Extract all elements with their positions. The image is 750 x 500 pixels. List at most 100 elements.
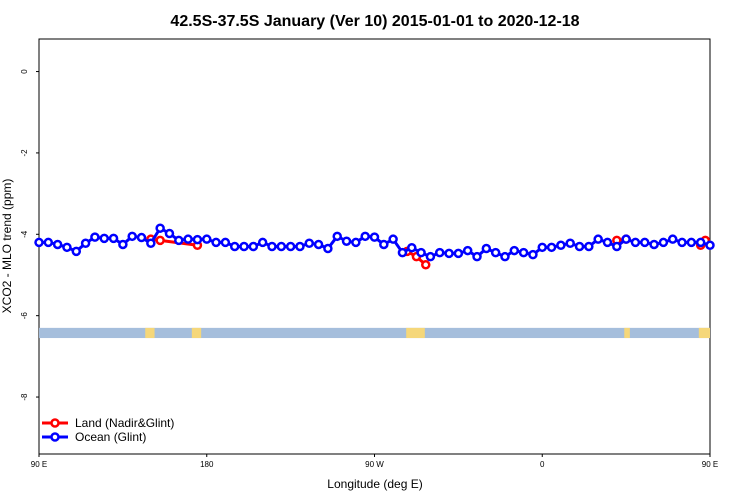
land-point-0-1 [155,235,165,246]
ocean-point-13 [155,223,165,233]
ocean-point-22 [239,241,249,252]
y-tick-label-4: -8 [20,393,29,401]
ocean-point-68 [667,234,678,244]
ocean-point-41 [416,247,426,258]
ocean-point-48 [481,243,492,254]
band-land-4 [698,327,710,339]
ocean-point-69 [677,237,687,248]
ocean-point-70 [686,237,697,248]
ocean-point-55 [546,242,557,253]
ocean-point-20 [220,237,231,248]
ocean-point-45 [453,248,464,259]
chart-title: 42.5S-37.5S January (Ver 10) 2015-01-01 … [170,13,579,30]
ocean-point-40 [407,242,417,253]
band-land-3 [624,327,630,339]
ocean-point-26 [276,241,287,252]
ocean-point-47 [472,251,482,262]
ocean-point-10 [127,231,137,242]
ocean-point-23 [248,241,259,252]
ocean-point-6 [90,232,100,242]
ocean-point-32 [332,231,342,242]
ocean-point-14 [164,228,175,239]
ocean-point-27 [285,241,296,252]
ocean-point-5 [80,238,91,248]
y-tick-label-3: -6 [20,312,29,320]
ocean-point-46 [462,245,473,256]
ocean-point-65 [640,237,650,248]
ocean-point-62 [612,241,622,252]
ocean-point-30 [313,239,324,250]
ocean-point-39 [397,247,408,258]
series-layer [34,223,715,270]
ocean-point-4 [71,246,82,257]
band-ocean [39,327,710,339]
ocean-point-67 [658,237,669,248]
ocean-point-49 [490,247,501,258]
ocean-point-31 [323,243,333,254]
ocean-point-57 [565,238,575,248]
ocean-point-18 [202,234,212,244]
ocean-point-52 [518,247,529,258]
x-tick-label-1: 180 [200,460,214,469]
ocean-point-25 [267,241,277,252]
ocean-point-42 [425,251,436,262]
y-axis-label: XCO2 - MLO trend (ppm) [0,179,14,314]
ocean-point-2 [52,239,63,250]
legend: Land (Nadir&Glint)Ocean (Glint) [42,416,174,444]
ocean-point-60 [593,234,603,244]
band-land-2 [406,327,425,339]
ocean-point-50 [500,251,510,262]
ocean-point-53 [528,249,538,260]
x-tick-label-2: 90 W [365,460,384,469]
ocean-point-11 [136,232,147,243]
ocean-point-29 [304,238,315,248]
ocean-point-16 [183,234,193,244]
ocean-point-28 [295,241,305,252]
ocean-point-61 [602,237,613,248]
ocean-point-59 [584,241,594,252]
ocean-point-63 [621,234,631,244]
y-tick-label-2: -4 [20,230,29,238]
ocean-point-24 [257,237,268,248]
ocean-point-44 [444,248,454,259]
ocean-point-34 [351,237,361,248]
x-axis: 90 E 180 90 W 0 90 E [31,454,718,469]
ocean-point-15 [174,235,184,246]
ocean-point-19 [211,237,221,248]
x-tick-label-3: 0 [540,460,545,469]
ocean-point-7 [99,233,109,244]
legend-marker-1 [50,432,60,442]
x-axis-label: Longitude (deg E) [327,477,422,491]
legend-marker-0 [50,418,60,428]
land-point-1-2 [421,260,431,270]
ocean-point-9 [118,239,128,250]
ocean-point-56 [556,240,566,251]
ocean-point-71 [695,237,706,248]
x-tick-label-0: 90 E [31,460,47,469]
ocean-point-38 [388,234,398,244]
surface-band [39,327,710,339]
y-axis: 0 -2 -4 -6 -8 [20,69,39,401]
legend-label-1: Ocean (Glint) [75,430,146,444]
ocean-point-0 [34,237,44,248]
ocean-point-12 [146,238,156,248]
ocean-point-1 [43,237,54,248]
ocean-point-17 [192,234,203,245]
y-tick-label-0: 0 [20,69,29,74]
ocean-point-35 [360,231,370,242]
ocean-point-43 [434,247,445,258]
ocean-point-3 [62,242,72,253]
y-tick-label-1: -2 [20,149,29,157]
legend-label-0: Land (Nadir&Glint) [75,416,174,430]
ocean-point-36 [369,232,380,242]
ocean-point-37 [379,239,389,250]
ocean-point-58 [574,241,585,252]
x-tick-label-4: 90 E [702,460,718,469]
ocean-point-64 [630,237,641,248]
ocean-point-72 [705,240,715,251]
band-land-0 [145,327,155,339]
band-land-1 [191,327,202,339]
ocean-point-21 [229,241,240,252]
ocean-point-8 [108,233,119,244]
